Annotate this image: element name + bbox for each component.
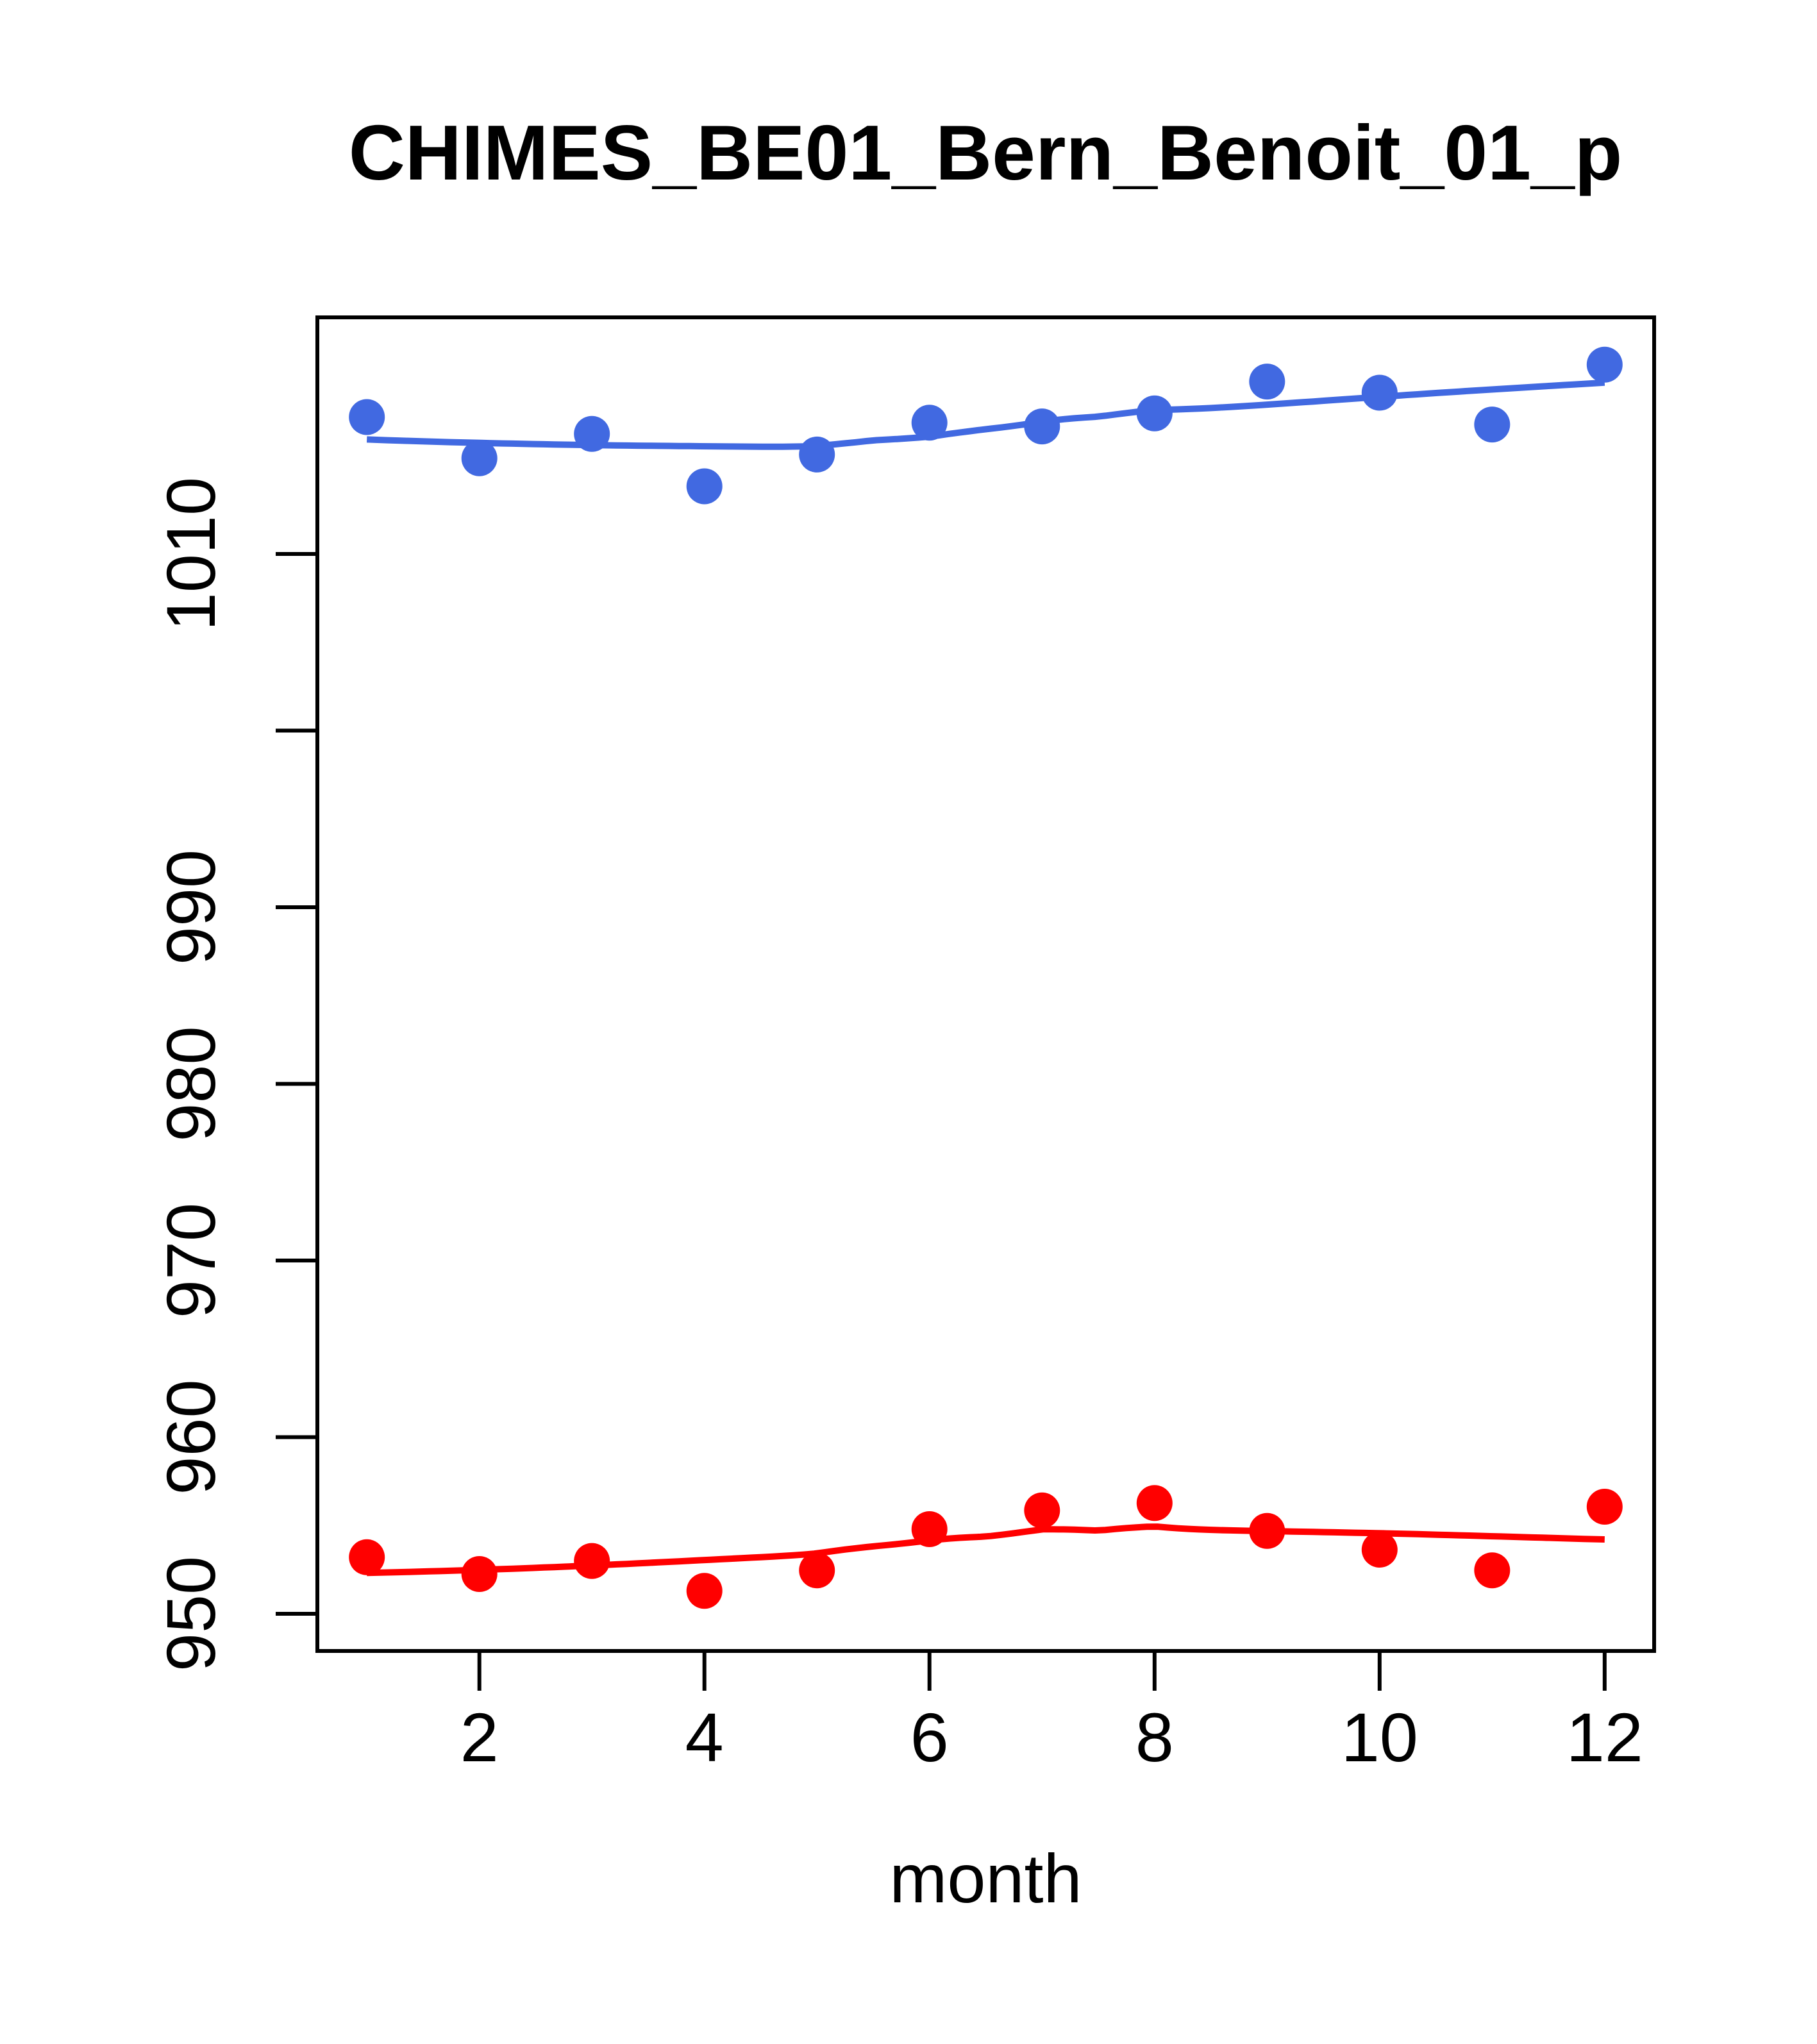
svg-text:980: 980: [152, 1026, 230, 1141]
svg-text:990: 990: [152, 850, 230, 965]
svg-text:month: month: [889, 1839, 1082, 1917]
svg-text:950: 950: [152, 1556, 230, 1671]
svg-text:6: 6: [910, 1698, 949, 1776]
svg-text:970: 970: [152, 1203, 230, 1318]
svg-text:1010: 1010: [152, 477, 230, 631]
svg-text:10: 10: [1341, 1698, 1418, 1776]
svg-text:2: 2: [460, 1698, 499, 1776]
svg-text:4: 4: [685, 1698, 724, 1776]
svg-text:8: 8: [1135, 1698, 1174, 1776]
svg-text:12: 12: [1566, 1698, 1643, 1776]
svg-text:960: 960: [152, 1379, 230, 1495]
svg-text:CHIMES_BE01_Bern_Benoit_01_p: CHIMES_BE01_Bern_Benoit_01_p: [349, 109, 1623, 196]
